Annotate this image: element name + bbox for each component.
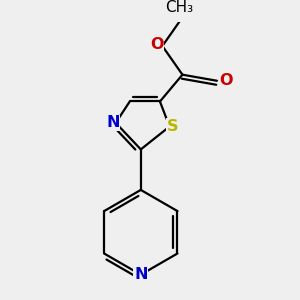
Text: N: N bbox=[106, 116, 119, 130]
Text: CH₃: CH₃ bbox=[165, 0, 193, 15]
Text: O: O bbox=[150, 37, 164, 52]
Text: N: N bbox=[134, 267, 148, 282]
Text: O: O bbox=[219, 73, 233, 88]
Text: S: S bbox=[167, 119, 178, 134]
